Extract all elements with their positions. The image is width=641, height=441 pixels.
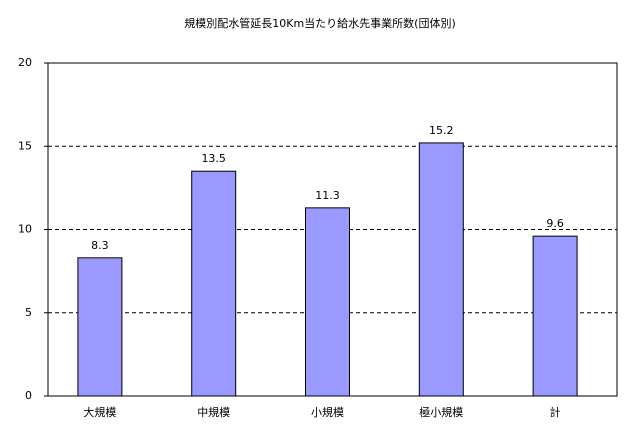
bar xyxy=(305,207,350,397)
y-tick-label: 0 xyxy=(25,389,32,402)
bar xyxy=(418,142,464,397)
value-label: 8.3 xyxy=(91,239,109,252)
y-tick-label: 15 xyxy=(18,139,32,152)
bar xyxy=(191,170,237,397)
y-tick-label: 5 xyxy=(25,306,32,319)
x-tick-label: 小規模 xyxy=(311,405,344,419)
x-tick-label: 中規模 xyxy=(197,405,230,419)
chart-title: 規模別配水管延長10Km当たり給水先事業所数(団体別) xyxy=(184,16,456,30)
y-tick-label: 10 xyxy=(18,223,32,236)
x-tick-label: 極小規模 xyxy=(419,405,463,419)
value-label: 9.6 xyxy=(546,217,564,230)
bar xyxy=(77,257,123,397)
value-label: 15.2 xyxy=(429,124,454,137)
value-label: 11.3 xyxy=(315,189,340,202)
x-tick-label: 大規模 xyxy=(83,405,116,419)
x-tick-label: 計 xyxy=(550,405,561,419)
y-tick-label: 20 xyxy=(18,56,32,69)
value-label: 13.5 xyxy=(201,152,226,165)
bar xyxy=(532,235,578,397)
